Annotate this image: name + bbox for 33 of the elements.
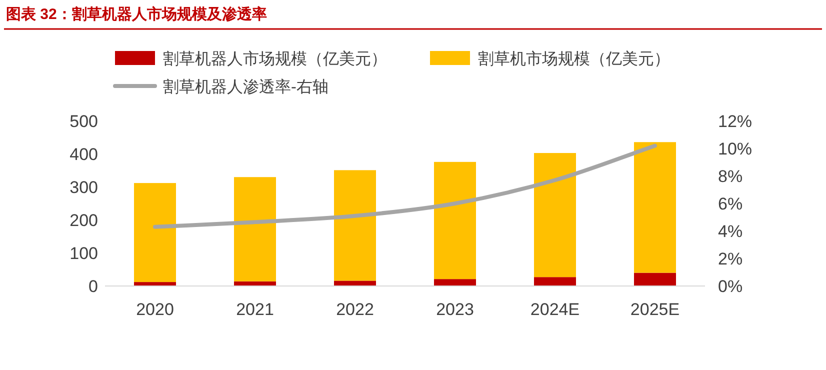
y-tick-label: 100 [70,244,98,263]
bar [434,162,476,280]
y-tick-label: 200 [70,211,98,230]
bar [334,280,376,286]
x-tick-label: 2023 [436,300,474,319]
y-tick-label: 300 [70,178,98,197]
y-tick-label: 400 [70,145,98,164]
y-tick-label: 0 [88,277,98,296]
y2-tick-label: 8% [718,167,743,186]
legend-label: 割草机器人市场规模（亿美元） [163,49,387,68]
bar [334,170,376,281]
x-tick-label: 2022 [336,300,374,319]
legend-label: 割草机器人渗透率-右轴 [163,77,328,96]
x-tick-label: 2020 [136,300,174,319]
y2-tick-label: 4% [718,222,743,241]
bar [634,142,676,273]
y2-tick-label: 10% [718,140,752,158]
y2-tick-label: 12% [718,112,752,131]
bar [234,177,276,282]
chart-title: 图表 32：割草机器人市场规模及渗透率 [6,5,267,23]
y2-tick-label: 0% [718,277,743,296]
x-tick-label: 2021 [236,300,274,319]
x-tick-label: 2024E [530,300,580,319]
bar [134,183,176,282]
legend-label: 割草机市场规模（亿美元） [478,49,670,68]
y2-tick-label: 2% [718,250,743,268]
y-tick-label: 500 [70,112,98,131]
y2-tick-label: 6% [718,194,743,214]
bar [534,277,576,286]
bar [434,279,476,286]
bar [534,153,576,278]
x-tick-label: 2025E [630,300,680,319]
bar [634,272,676,286]
